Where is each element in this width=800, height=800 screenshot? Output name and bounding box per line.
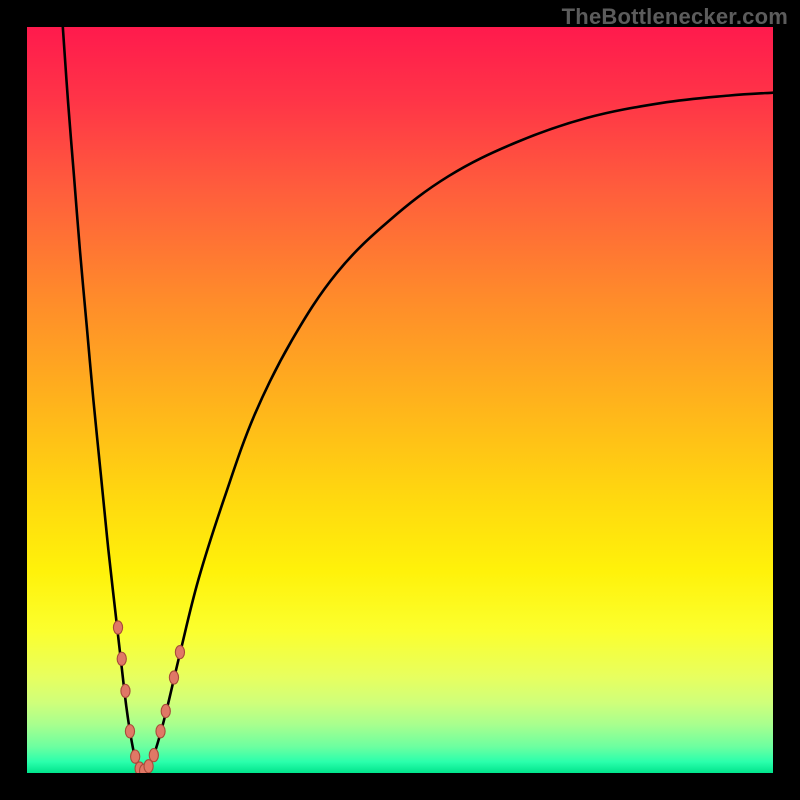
gradient-background: [27, 27, 773, 773]
data-marker: [125, 725, 134, 738]
data-marker: [121, 684, 130, 697]
data-marker: [169, 671, 178, 684]
data-marker: [117, 652, 126, 665]
data-marker: [156, 725, 165, 738]
data-marker: [149, 749, 158, 762]
data-marker: [113, 621, 122, 634]
watermark-text: TheBottlenecker.com: [562, 4, 788, 30]
chart-wrapper: TheBottlenecker.com: [0, 0, 800, 800]
data-marker: [175, 646, 184, 659]
bottleneck-chart: [0, 0, 800, 800]
data-marker: [161, 704, 170, 717]
plot-area: [27, 27, 773, 777]
data-marker: [131, 750, 140, 763]
